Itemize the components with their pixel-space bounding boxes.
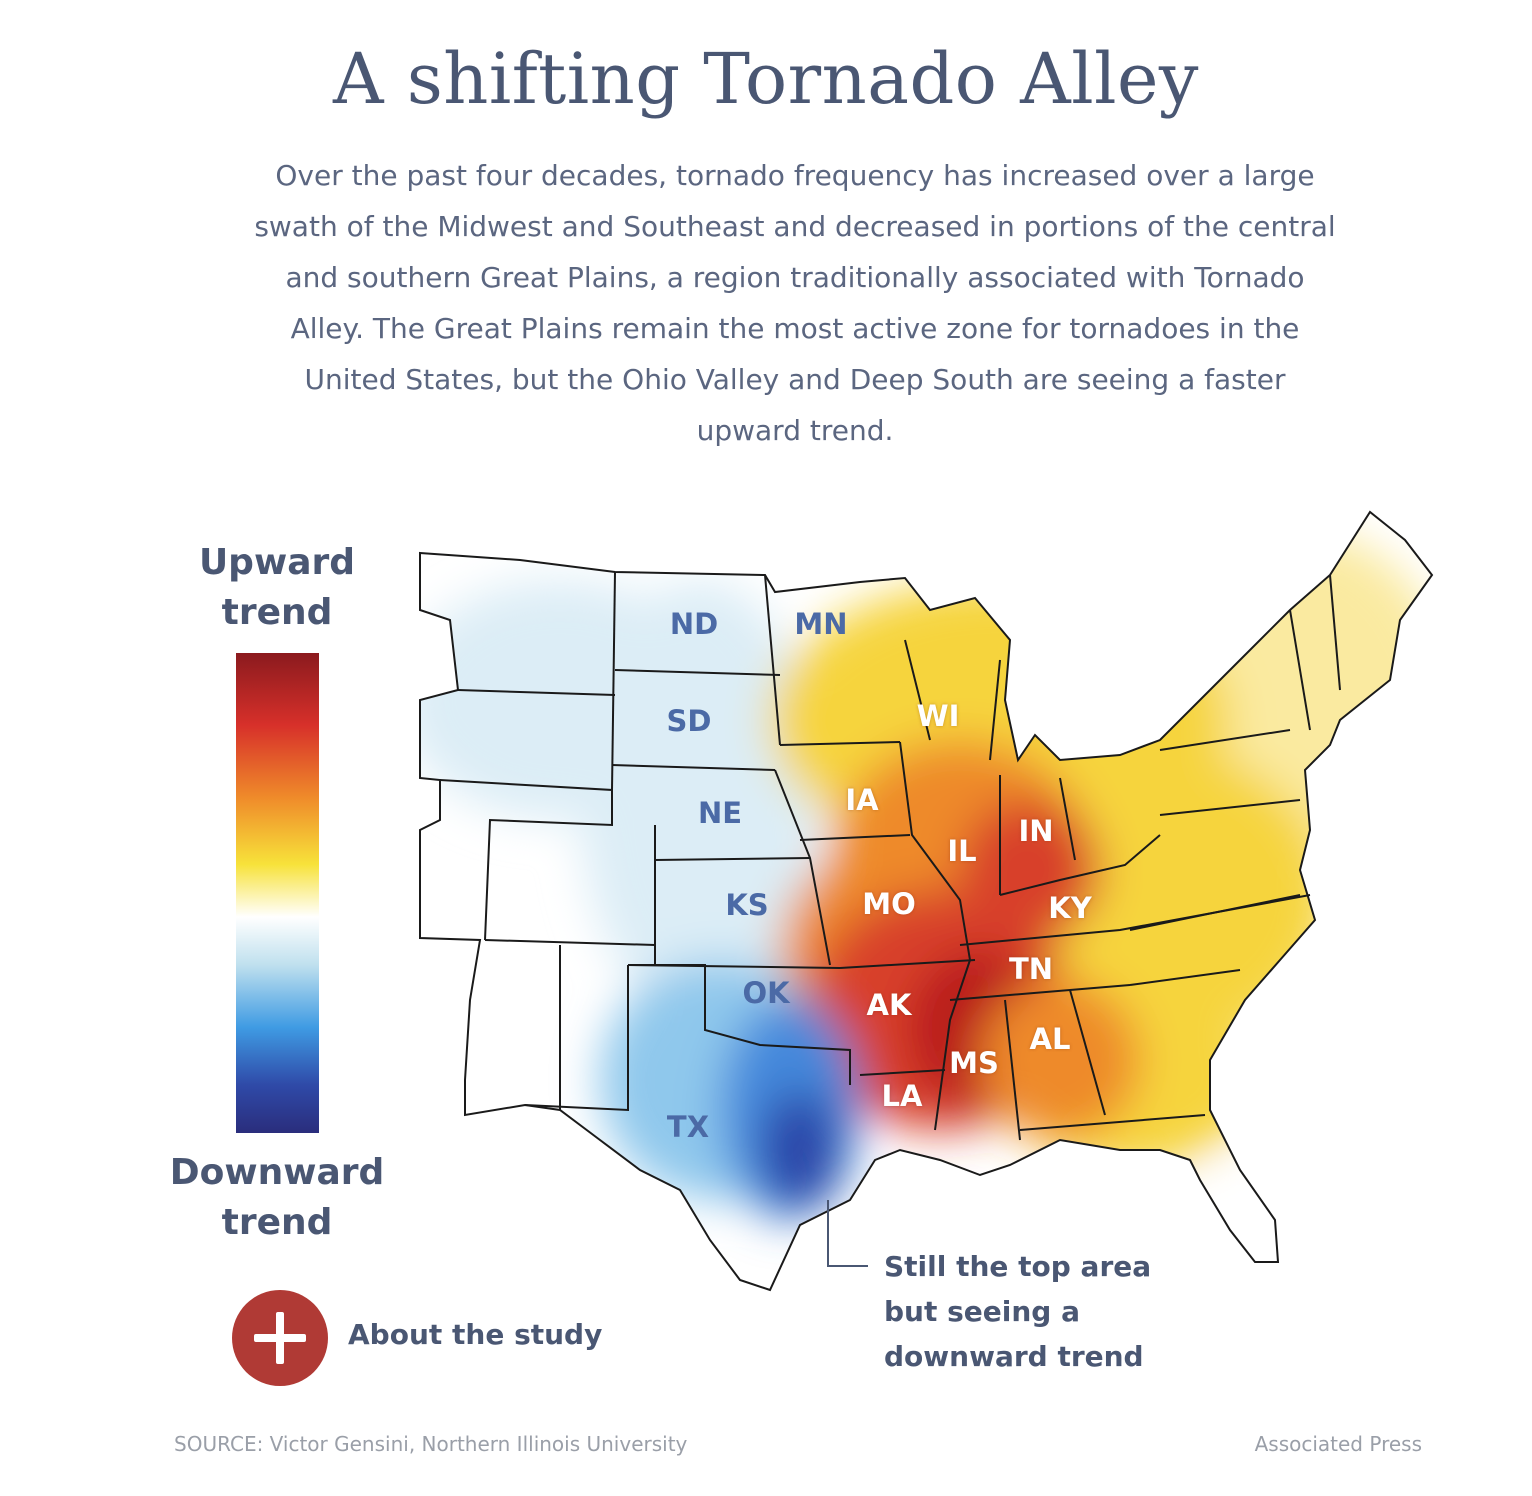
- legend-gradient-rect: [236, 653, 319, 1133]
- border-ny-new-england: [1289, 609, 1311, 731]
- border-al-ga: [1069, 989, 1106, 1116]
- legend-downward-line2: trend: [221, 1202, 333, 1243]
- state-label-tn: TN: [1008, 952, 1054, 986]
- annotation-line3: downward trend: [884, 1340, 1144, 1373]
- border-nc-sc: [1129, 969, 1241, 986]
- trend-blob-alabama: [980, 980, 1140, 1140]
- border-ar-la: [859, 1069, 946, 1076]
- state-label-ky: KY: [1048, 891, 1092, 925]
- source-note: SOURCE: Victor Gensini, Northern Illinoi…: [174, 1432, 688, 1456]
- border-wi-mi: [904, 639, 931, 741]
- legend-downward-label: Downward trend: [112, 1148, 442, 1248]
- border-va-nc: [1129, 894, 1301, 931]
- border-in-oh: [1059, 777, 1076, 861]
- state-borders: [419, 510, 1434, 1292]
- border-ms-al: [1004, 999, 1021, 1141]
- trend-blob-indiana: [960, 800, 1100, 940]
- border-colorado-south: [484, 939, 656, 946]
- state-label-in: IN: [1018, 814, 1054, 848]
- annotation-leader-line: [827, 1200, 868, 1267]
- border-new-england-inner: [1329, 574, 1341, 691]
- border-tn-south: [949, 984, 1131, 1001]
- plus-icon-vertical: [276, 1312, 284, 1364]
- trend-blob-appalachia: [1010, 750, 1330, 1050]
- annotation-line1: Still the top area: [884, 1250, 1152, 1283]
- state-label-sd: SD: [666, 704, 712, 738]
- border-mi-lake: [989, 659, 1001, 761]
- state-label-ks: KS: [725, 888, 769, 922]
- state-label-ms: MS: [949, 1046, 999, 1080]
- border-outline: [419, 510, 1434, 1292]
- state-label-ok: OK: [742, 976, 790, 1010]
- about-study-link[interactable]: About the study: [348, 1318, 603, 1351]
- state-label-mn: MN: [794, 607, 848, 641]
- border-ok-tx: [628, 964, 851, 1085]
- trend-blob-plains: [580, 580, 820, 1020]
- border-mo-river: [774, 769, 831, 966]
- border-ia-north: [779, 741, 901, 746]
- border-sd-ne: [611, 764, 776, 771]
- annotation-line2: but seeing a: [884, 1295, 1080, 1328]
- legend-upward-line1: Upward: [198, 542, 356, 583]
- border-pa-south: [1159, 799, 1301, 816]
- credit-note: Associated Press: [1254, 1432, 1422, 1456]
- state-label-ia: IA: [845, 783, 879, 817]
- state-label-il: IL: [947, 834, 977, 868]
- border-ne-ks: [654, 857, 811, 861]
- border-mississippi: [899, 741, 972, 1131]
- page-title: A shifting Tornado Alley: [333, 38, 1199, 120]
- downward-trend-annotation: Still the top area but seeing a downward…: [884, 1244, 1214, 1379]
- border-mn-west: [764, 574, 781, 746]
- about-study-button[interactable]: [232, 1290, 328, 1386]
- state-label-ak: AK: [866, 988, 912, 1022]
- subtitle: Over the past four decades, tornado freq…: [254, 159, 1336, 447]
- border-montana-wyoming: [457, 689, 616, 696]
- state-label-al: AL: [1029, 1022, 1071, 1056]
- legend-upward-label: Upward trend: [112, 538, 442, 638]
- state-label-wi: WI: [916, 699, 960, 733]
- state-label-ne: NE: [697, 796, 743, 830]
- border-nd-sd: [614, 669, 781, 676]
- legend-color-bar: [236, 653, 319, 1133]
- legend-downward-line1: Downward: [169, 1152, 385, 1193]
- border-pa-north: [1159, 729, 1291, 751]
- state-label-tx: TX: [666, 1110, 710, 1144]
- border-dakotas-west: [611, 571, 616, 791]
- border-oh-river: [999, 834, 1161, 896]
- state-label-mo: MO: [862, 887, 916, 921]
- state-label-la: LA: [881, 1079, 923, 1113]
- legend-upward-line2: trend: [221, 592, 333, 633]
- trend-blob-florida: [1200, 1160, 1260, 1240]
- state-label-nd: ND: [669, 607, 719, 641]
- border-wyoming-colorado: [439, 779, 613, 941]
- trend-blob-east-texas: [760, 1090, 840, 1210]
- border-ar-north: [839, 959, 976, 969]
- border-ga-fl: [1019, 1114, 1206, 1131]
- border-ia-south: [799, 834, 911, 841]
